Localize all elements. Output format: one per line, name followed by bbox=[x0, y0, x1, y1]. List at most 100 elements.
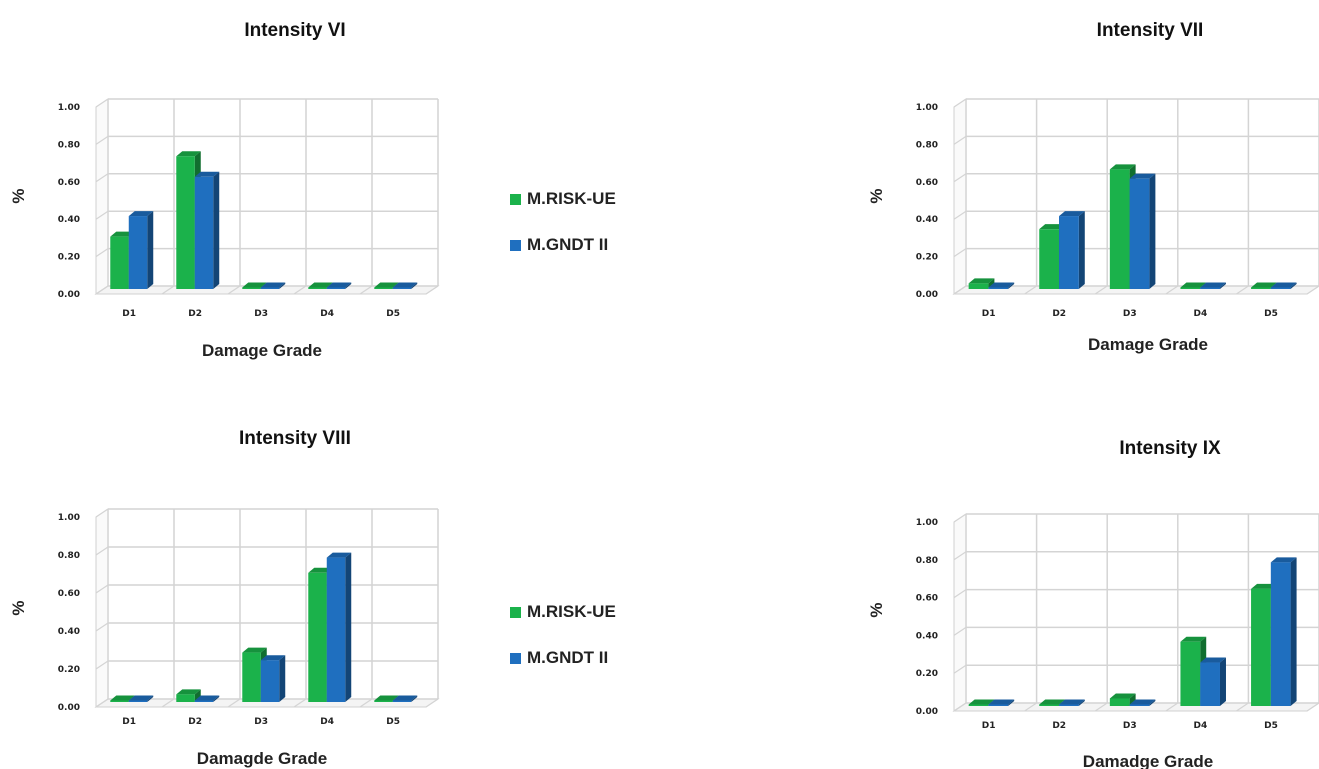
gridline-floor bbox=[1094, 702, 1108, 712]
y-tick-label: 0.40 bbox=[916, 215, 938, 225]
y-tick-label: 0.20 bbox=[916, 253, 938, 263]
y-tick-label: 1.00 bbox=[916, 103, 938, 113]
bar-d5-gndt bbox=[1270, 557, 1297, 706]
chart-title: Intensity IX bbox=[1119, 438, 1221, 459]
y-axis-title: % bbox=[867, 602, 886, 617]
gridline-depth bbox=[95, 622, 109, 632]
gridline-floor bbox=[359, 285, 373, 295]
y-tick-label: 0.80 bbox=[58, 551, 80, 561]
gridline-depth bbox=[95, 660, 109, 670]
legend-item-gndt: M.GNDT II bbox=[510, 647, 616, 669]
bar-d5-gndt bbox=[392, 695, 418, 702]
chart-title: Intensity VIII bbox=[239, 428, 351, 449]
x-tick-label: D4 bbox=[320, 309, 334, 319]
gridline-depth bbox=[953, 626, 967, 636]
bar-d3-gndt bbox=[260, 282, 286, 289]
x-tick-label: D5 bbox=[386, 309, 400, 319]
gridline-depth bbox=[95, 546, 109, 556]
bar-d1-gndt bbox=[988, 282, 1015, 289]
chart-intensity-vi: Intensity VI 0.00 0.20 0.40 0.60 0.80 1.00 D1 D2… bbox=[0, 0, 460, 370]
gridline-depth bbox=[953, 589, 967, 599]
chart-title: Intensity VI bbox=[244, 20, 345, 41]
gridline-floor bbox=[161, 285, 175, 295]
gridline-floor bbox=[95, 285, 109, 295]
gridline-floor bbox=[953, 702, 967, 712]
bar-d2-gndt bbox=[194, 695, 220, 702]
gridline-floor bbox=[1024, 285, 1037, 295]
gridline-depth bbox=[95, 135, 109, 145]
gridline-depth bbox=[95, 98, 109, 108]
chart-intensity-viii-svg: Intensity VIII 0.00 0.20 0.40 0.60 0.80 1.00 D1… bbox=[9, 428, 440, 768]
legend-label-risk-ue: M.RISK-UE bbox=[527, 602, 616, 621]
legend-label-gndt: M.GNDT II bbox=[527, 648, 609, 667]
bar-d2-gndt bbox=[1059, 699, 1085, 706]
gridline-floor bbox=[161, 698, 175, 708]
gridline-depth bbox=[953, 248, 967, 258]
y-tick-label: 0.00 bbox=[58, 703, 80, 713]
x-tick-label: D4 bbox=[1194, 309, 1208, 319]
legend-label-risk-ue: M.RISK-UE bbox=[527, 189, 616, 208]
chart-intensity-vii: Intensity VII 0.00 0.20 0.40 0.60 0.80 1.00 D1 D… bbox=[860, 0, 1319, 370]
y-tick-label: 1.00 bbox=[58, 103, 80, 113]
bar-d3-gndt bbox=[260, 655, 286, 702]
x-tick-label: D2 bbox=[188, 309, 202, 319]
gridline-depth bbox=[95, 210, 109, 220]
bar-d5-gndt bbox=[1270, 282, 1297, 289]
gridline-depth bbox=[95, 584, 109, 594]
legend-swatch-risk-ue bbox=[510, 606, 521, 618]
x-axis-title: Damage Grade bbox=[202, 341, 322, 360]
y-tick-label: 0.60 bbox=[916, 594, 938, 604]
x-tick-label: D1 bbox=[122, 717, 136, 727]
x-tick-label: D1 bbox=[982, 721, 996, 731]
gridline-floor bbox=[1024, 702, 1037, 712]
x-tick-label: D3 bbox=[254, 717, 268, 727]
gridline-floor bbox=[1165, 285, 1179, 295]
bar-d1-gndt bbox=[128, 211, 154, 289]
gridline-floor bbox=[425, 698, 439, 708]
y-tick-label: 0.60 bbox=[916, 178, 938, 188]
bar-d4-gndt bbox=[1200, 657, 1226, 706]
y-tick-label: 0.60 bbox=[58, 178, 80, 188]
bar-d5-gndt bbox=[392, 282, 418, 289]
bar-d2-risk-ue bbox=[176, 689, 201, 702]
bar-d3-risk-ue bbox=[1109, 693, 1136, 706]
x-tick-label: D5 bbox=[1264, 721, 1278, 731]
bar-d2-gndt bbox=[1059, 211, 1085, 289]
y-tick-label: 0.00 bbox=[916, 707, 938, 717]
gridline-depth bbox=[953, 98, 967, 108]
gridline-depth bbox=[953, 513, 967, 523]
y-tick-label: 0.00 bbox=[58, 290, 80, 300]
x-tick-label: D2 bbox=[188, 717, 202, 727]
x-tick-label: D2 bbox=[1052, 721, 1066, 731]
legend-item-gndt: M.GNDT II bbox=[510, 234, 616, 256]
gridline-floor bbox=[1306, 702, 1319, 712]
x-tick-label: D3 bbox=[254, 309, 268, 319]
gridline-depth bbox=[953, 664, 967, 674]
gridline-floor bbox=[953, 285, 967, 295]
legend-label-gndt: M.GNDT II bbox=[527, 235, 609, 254]
x-tick-label: D4 bbox=[1194, 721, 1208, 731]
x-axis-title: Damagde Grade bbox=[197, 749, 327, 768]
gridline-floor bbox=[227, 285, 241, 295]
y-tick-label: 0.40 bbox=[916, 631, 938, 641]
y-tick-label: 0.20 bbox=[58, 253, 80, 263]
y-tick-label: 1.00 bbox=[916, 518, 938, 528]
legend-item-risk-ue: M.RISK-UE bbox=[510, 188, 616, 210]
y-axis-title: % bbox=[867, 188, 886, 203]
chart-intensity-vii-svg: Intensity VII 0.00 0.20 0.40 0.60 0.80 1.00 D1 D… bbox=[867, 20, 1319, 354]
x-tick-label: D5 bbox=[1264, 309, 1278, 319]
legend-bottom: M.RISK-UE M.GNDT II bbox=[510, 601, 616, 693]
gridline-depth bbox=[95, 508, 109, 518]
bar-d4-gndt bbox=[326, 552, 352, 702]
gridline-floor bbox=[293, 285, 307, 295]
bar-d1-gndt bbox=[128, 695, 154, 702]
gridline-floor bbox=[1094, 285, 1108, 295]
bar-d3-gndt bbox=[1129, 699, 1156, 706]
y-tick-label: 0.80 bbox=[916, 556, 938, 566]
x-tick-label: D1 bbox=[122, 309, 136, 319]
legend-top: M.RISK-UE M.GNDT II bbox=[510, 188, 616, 280]
legend-swatch-gndt bbox=[510, 239, 521, 251]
y-tick-label: 1.00 bbox=[58, 513, 80, 523]
y-tick-label: 0.20 bbox=[916, 669, 938, 679]
gridline-depth bbox=[953, 135, 967, 145]
